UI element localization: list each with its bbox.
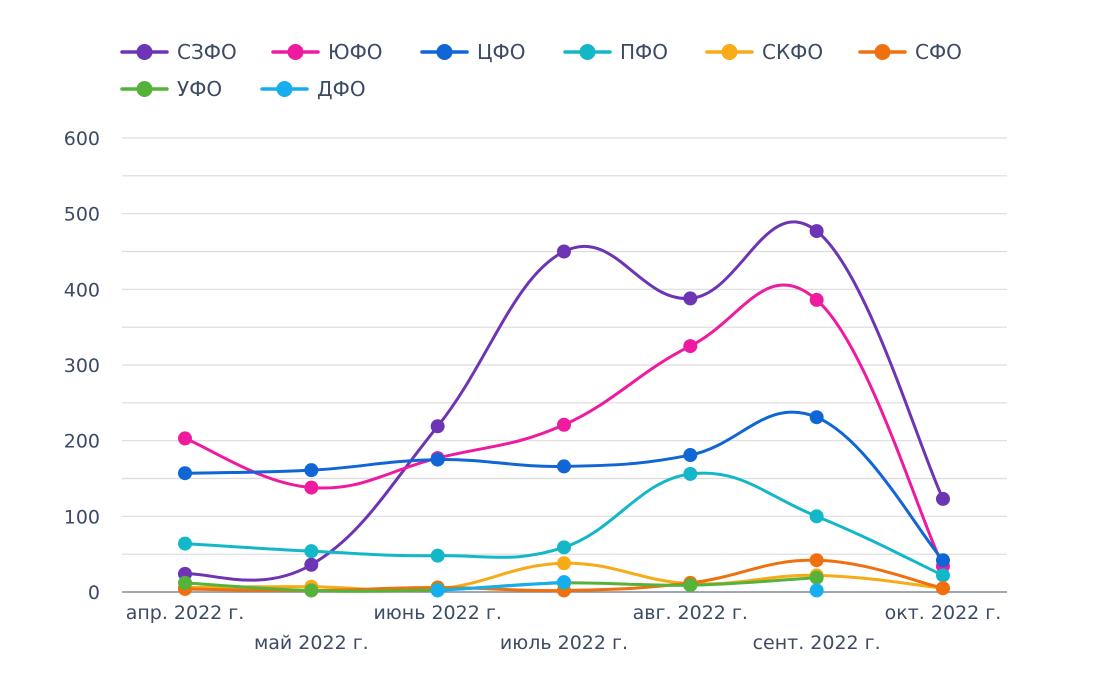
series-lines: [178, 220, 950, 598]
data-point[interactable]: [178, 575, 192, 590]
legend-item[interactable]: ЮФО: [271, 40, 383, 64]
x-tick-label: июль 2022 г.: [500, 632, 628, 654]
data-point[interactable]: [683, 339, 698, 354]
legend-dot-marker: [276, 81, 293, 97]
legend-dot-marker: [287, 44, 304, 60]
legend-item[interactable]: УФО: [120, 77, 222, 101]
y-tick-label: 500: [64, 204, 100, 226]
legend-dot-marker: [874, 44, 891, 60]
legend-item[interactable]: ЦФО: [420, 40, 526, 64]
series-4: [178, 466, 950, 583]
x-tick-label: апр. 2022 г.: [126, 602, 245, 624]
data-point[interactable]: [809, 292, 824, 307]
data-point[interactable]: [683, 578, 698, 593]
x-tick-label: сент. 2022 г.: [753, 632, 881, 654]
x-tick-label: май 2022 г.: [254, 632, 369, 654]
legend: СЗФО ЮФО ЦФО ПФО СКФО СФО УФО ДФО: [120, 40, 962, 101]
y-tick-label: 200: [64, 431, 100, 453]
data-point[interactable]: [304, 557, 319, 572]
data-point[interactable]: [430, 452, 445, 467]
data-point[interactable]: [935, 568, 950, 583]
series-1: [178, 220, 950, 582]
y-tick-label: 400: [64, 279, 100, 301]
y-tick-label: 300: [64, 355, 100, 377]
y-tick-label: 0: [88, 582, 100, 604]
data-point[interactable]: [809, 570, 824, 585]
data-point[interactable]: [556, 556, 571, 571]
y-tick-label: 600: [64, 128, 100, 150]
data-point[interactable]: [935, 581, 950, 596]
data-point[interactable]: [430, 419, 445, 434]
series-2: [178, 283, 950, 574]
legend-label: СФО: [915, 40, 962, 64]
x-tick-label: авг. 2022 г.: [633, 602, 748, 624]
data-point[interactable]: [304, 463, 319, 478]
y-tick-label: 100: [64, 506, 100, 528]
series-line: [436, 580, 566, 592]
legend-label: СЗФО: [177, 40, 237, 64]
data-point[interactable]: [809, 224, 824, 239]
legend-item[interactable]: ДФО: [260, 77, 366, 101]
data-point[interactable]: [556, 459, 571, 474]
data-point[interactable]: [809, 509, 824, 524]
data-point[interactable]: [304, 544, 319, 559]
data-point[interactable]: [178, 431, 192, 446]
legend-label: ЮФО: [328, 40, 383, 64]
data-point[interactable]: [556, 417, 571, 432]
legend-label: ДФО: [317, 77, 366, 101]
data-point[interactable]: [809, 583, 824, 598]
data-point[interactable]: [683, 291, 698, 306]
series-3: [178, 410, 950, 568]
legend-label: ЦФО: [477, 40, 526, 64]
data-point[interactable]: [556, 540, 571, 555]
legend-dot-marker: [721, 44, 738, 60]
legend-dot-marker: [579, 44, 596, 60]
series-line: [183, 220, 945, 582]
grid: [122, 137, 1007, 555]
x-tick-label: окт. 2022 г.: [885, 602, 1002, 624]
legend-item[interactable]: ПФО: [563, 40, 668, 64]
data-point[interactable]: [178, 536, 192, 551]
legend-dot-marker: [436, 44, 453, 60]
data-point[interactable]: [935, 553, 950, 568]
data-point[interactable]: [556, 575, 571, 590]
data-point[interactable]: [430, 548, 445, 563]
data-point[interactable]: [935, 491, 950, 506]
legend-dot-marker: [136, 44, 153, 60]
data-point[interactable]: [178, 466, 192, 481]
legend-item[interactable]: СФО: [858, 40, 962, 64]
data-point[interactable]: [683, 448, 698, 463]
legend-item[interactable]: СКФО: [705, 40, 823, 64]
legend-label: СКФО: [762, 40, 823, 64]
data-point[interactable]: [304, 480, 319, 495]
x-tick-label: июнь 2022 г.: [373, 602, 501, 624]
legend-dot-marker: [136, 81, 153, 97]
data-point[interactable]: [809, 410, 824, 425]
data-point[interactable]: [809, 553, 824, 568]
data-point[interactable]: [304, 583, 319, 598]
data-point[interactable]: [556, 244, 571, 259]
legend-label: ПФО: [620, 40, 668, 64]
legend-item[interactable]: СЗФО: [120, 40, 237, 64]
legend-label: УФО: [177, 77, 222, 101]
series-8: [430, 575, 824, 598]
data-point[interactable]: [683, 466, 698, 481]
data-point[interactable]: [430, 583, 445, 598]
